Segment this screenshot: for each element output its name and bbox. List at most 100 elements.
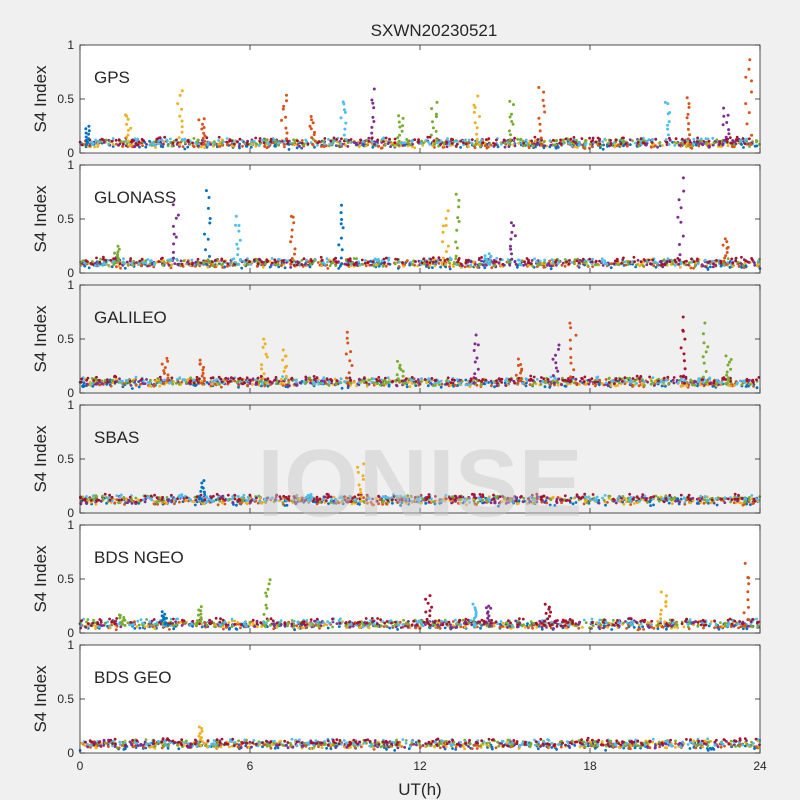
data-point [635, 374, 639, 378]
spike-point [113, 251, 117, 255]
data-point [118, 377, 121, 381]
spike-point [208, 221, 212, 225]
data-point [673, 144, 677, 147]
data-point [693, 383, 697, 387]
spike-point [434, 112, 438, 116]
data-point [343, 380, 346, 383]
data-point [170, 499, 174, 503]
data-point [379, 146, 383, 150]
data-point [411, 263, 414, 266]
spike-point [512, 103, 515, 107]
spike-point [289, 240, 293, 244]
data-point [236, 140, 239, 144]
data-point [676, 497, 679, 500]
spike-point [309, 115, 313, 118]
data-point [621, 144, 625, 148]
data-point [111, 137, 115, 140]
data-point [156, 381, 160, 384]
spike-point [343, 110, 347, 114]
data-point [582, 380, 586, 384]
data-point [241, 144, 244, 148]
data-point [207, 141, 210, 144]
spike-point [444, 250, 448, 254]
data-point [645, 263, 649, 267]
data-point [670, 502, 674, 505]
data-point [531, 265, 535, 268]
data-point [444, 265, 448, 269]
data-point [370, 136, 374, 140]
data-point [728, 136, 732, 140]
data-point [709, 501, 713, 505]
data-point [335, 379, 339, 382]
data-point [735, 135, 739, 139]
data-point [271, 141, 275, 145]
spike-point [475, 356, 479, 360]
spike-point [84, 138, 88, 142]
spike-point [702, 361, 706, 365]
spike-point [162, 371, 166, 375]
data-point [596, 380, 599, 384]
data-point [254, 144, 258, 148]
data-point [171, 382, 175, 386]
spike-point [457, 198, 461, 202]
data-point [196, 262, 200, 266]
spike-point [197, 118, 201, 122]
spike-point [686, 127, 690, 131]
spike-point [283, 142, 286, 146]
data-point [218, 499, 222, 503]
data-point [94, 264, 97, 267]
spike-point [667, 120, 671, 124]
spike-point [687, 105, 691, 109]
data-point [144, 145, 148, 149]
data-point [548, 386, 552, 389]
spike-point [308, 124, 312, 128]
data-point [344, 144, 348, 147]
panel-plot-area [80, 165, 760, 273]
spike-point [396, 377, 400, 381]
data-point [692, 260, 696, 264]
data-point [645, 142, 649, 145]
y-tick-label: 0.5 [57, 332, 74, 346]
spike-point [431, 126, 435, 130]
data-point [102, 261, 106, 265]
data-point [300, 146, 304, 150]
spike-point [539, 136, 543, 140]
data-point [678, 265, 682, 269]
data-point [616, 263, 619, 266]
spike-point [722, 106, 726, 110]
data-point [651, 382, 655, 385]
spike-point [290, 257, 294, 260]
data-point [225, 143, 229, 147]
data-point [174, 381, 178, 385]
data-point [439, 379, 443, 383]
data-point [636, 141, 640, 144]
spike-point [508, 244, 512, 248]
data-point [555, 139, 558, 142]
data-point [529, 262, 532, 265]
data-point [286, 141, 290, 145]
spike-point [472, 103, 476, 107]
data-point [725, 140, 729, 144]
data-point [369, 259, 373, 263]
data-point [493, 385, 496, 389]
data-point [467, 383, 471, 386]
data-point [152, 500, 156, 504]
data-point [123, 266, 127, 270]
spike-point [435, 100, 439, 104]
data-point [600, 381, 604, 385]
data-point [601, 496, 604, 500]
spike-point [510, 112, 513, 116]
data-point [596, 262, 600, 266]
spike-point [339, 211, 343, 215]
data-point [308, 376, 312, 380]
data-point [658, 144, 662, 148]
spike-point [727, 378, 731, 382]
data-point [256, 262, 260, 266]
data-point [484, 378, 488, 382]
data-point [317, 382, 321, 386]
spike-point [339, 116, 343, 120]
spike-point [284, 126, 288, 130]
spike-point [285, 137, 289, 141]
data-point [522, 141, 526, 145]
data-point [501, 262, 505, 266]
